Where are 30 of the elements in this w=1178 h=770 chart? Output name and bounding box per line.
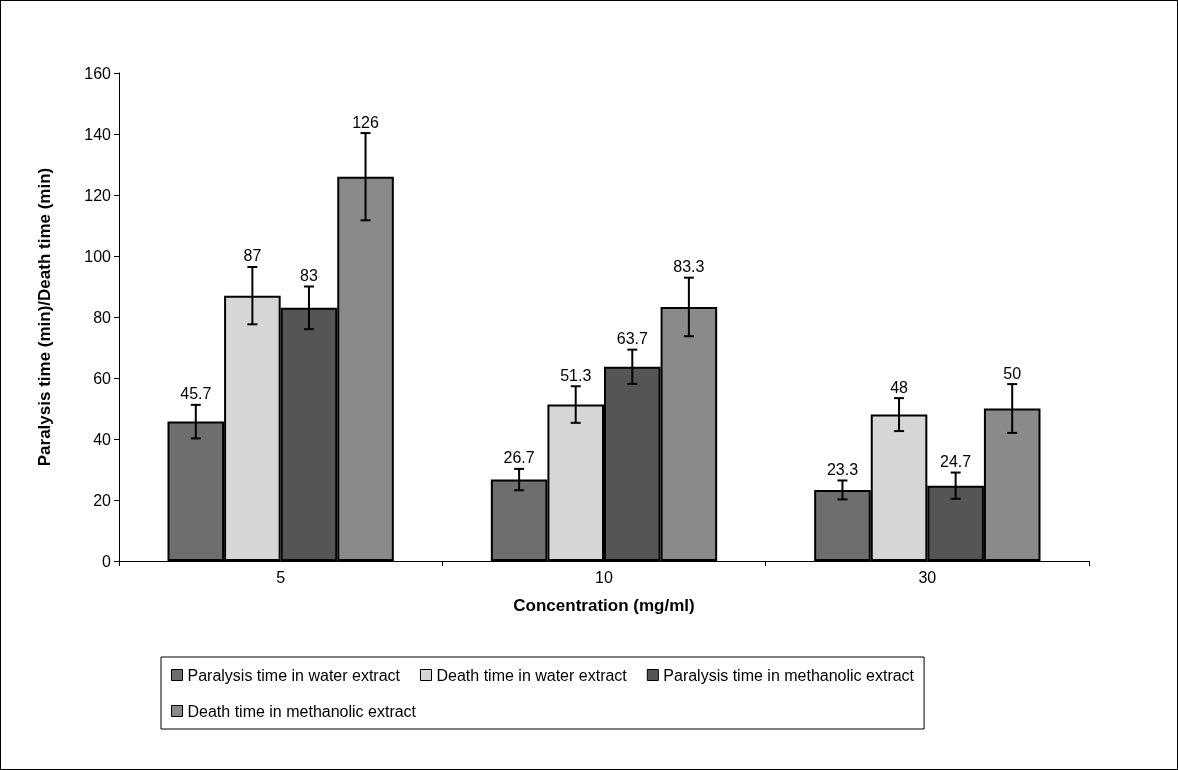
y-axis-title: Paralysis time (min)/Death time (min) — [35, 167, 54, 467]
y-tick-label: 60 — [93, 369, 112, 387]
x-tick-label: 30 — [918, 568, 937, 586]
y-tick-label: 0 — [102, 552, 112, 570]
data-label: 126 — [352, 113, 379, 131]
legend-label: Death time in water extract — [436, 666, 628, 684]
data-label: 83.3 — [673, 258, 705, 276]
y-tick-label: 160 — [84, 64, 112, 82]
y-tick-label: 20 — [93, 491, 112, 509]
legend-label: Paralysis time in methanolic extract — [663, 666, 915, 684]
data-label: 23.3 — [826, 460, 859, 478]
data-label: 48 — [890, 378, 909, 396]
data-label: 24.7 — [940, 453, 972, 471]
x-tick-label: 10 — [595, 568, 613, 586]
data-label: 45.7 — [180, 385, 212, 403]
y-tick-label: 120 — [84, 186, 112, 204]
data-label: 50 — [1003, 364, 1022, 382]
data-label: 51.3 — [560, 366, 592, 384]
data-label: 26.7 — [503, 449, 535, 467]
legend-label: Paralysis time in water extract — [187, 666, 401, 684]
y-tick-label: 100 — [84, 247, 112, 265]
data-label: 83 — [300, 267, 318, 284]
legend-label: Death time in methanolic extract — [187, 702, 417, 720]
x-axis-title: Concentration (mg/ml) — [513, 596, 695, 615]
data-label: 87 — [243, 247, 262, 265]
y-tick-label: 80 — [93, 308, 112, 326]
y-tick-label: 140 — [84, 125, 112, 143]
data-label: 63.7 — [616, 330, 648, 348]
x-tick-label: 5 — [276, 568, 286, 586]
y-tick-label: 40 — [93, 430, 112, 448]
